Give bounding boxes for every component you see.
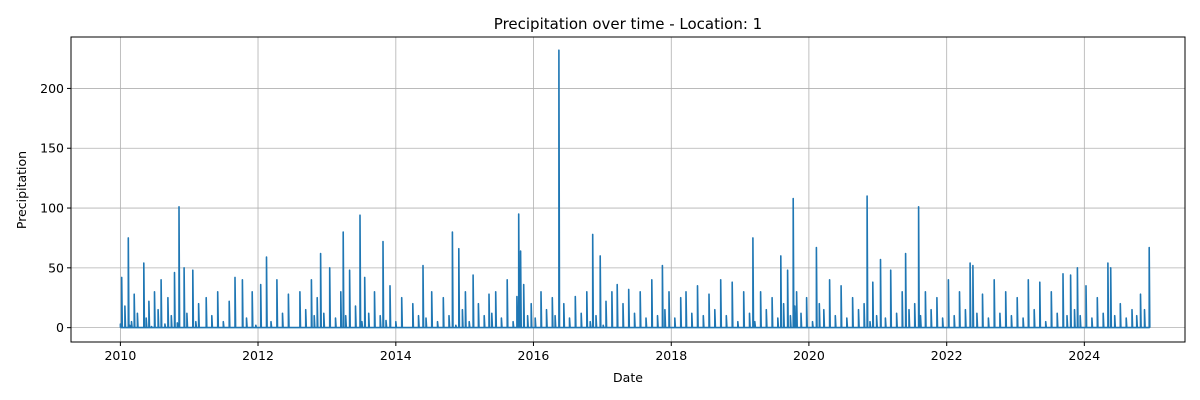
- x-tick-label: 2016: [518, 348, 550, 363]
- x-tick-label: 2022: [931, 348, 963, 363]
- x-tick-label: 2010: [104, 348, 136, 363]
- x-tick-label: 2014: [380, 348, 412, 363]
- x-tick-label: 2020: [793, 348, 825, 363]
- x-tick-label: 2018: [655, 348, 687, 363]
- y-tick-label: 200: [40, 81, 64, 96]
- y-ticks: 0 50 100 150 200: [40, 81, 71, 335]
- y-tick-label: 0: [56, 320, 64, 335]
- x-axis-label: Date: [613, 370, 643, 385]
- series-line-0: [119, 49, 1151, 329]
- y-axis-label: Precipitation: [14, 151, 29, 229]
- x-ticks: 2010 2012 2014 2016 2018 2020 2022 2024: [104, 342, 1100, 363]
- x-tick-label: 2012: [242, 348, 274, 363]
- y-tick-label: 100: [40, 201, 64, 216]
- y-tick-label: 150: [40, 141, 64, 156]
- series-group: [119, 49, 1151, 329]
- y-tick-label: 50: [48, 260, 64, 275]
- x-tick-label: 2024: [1068, 348, 1100, 363]
- axes-frame: [70, 36, 1186, 343]
- chart-title: Precipitation over time - Location: 1: [494, 15, 762, 33]
